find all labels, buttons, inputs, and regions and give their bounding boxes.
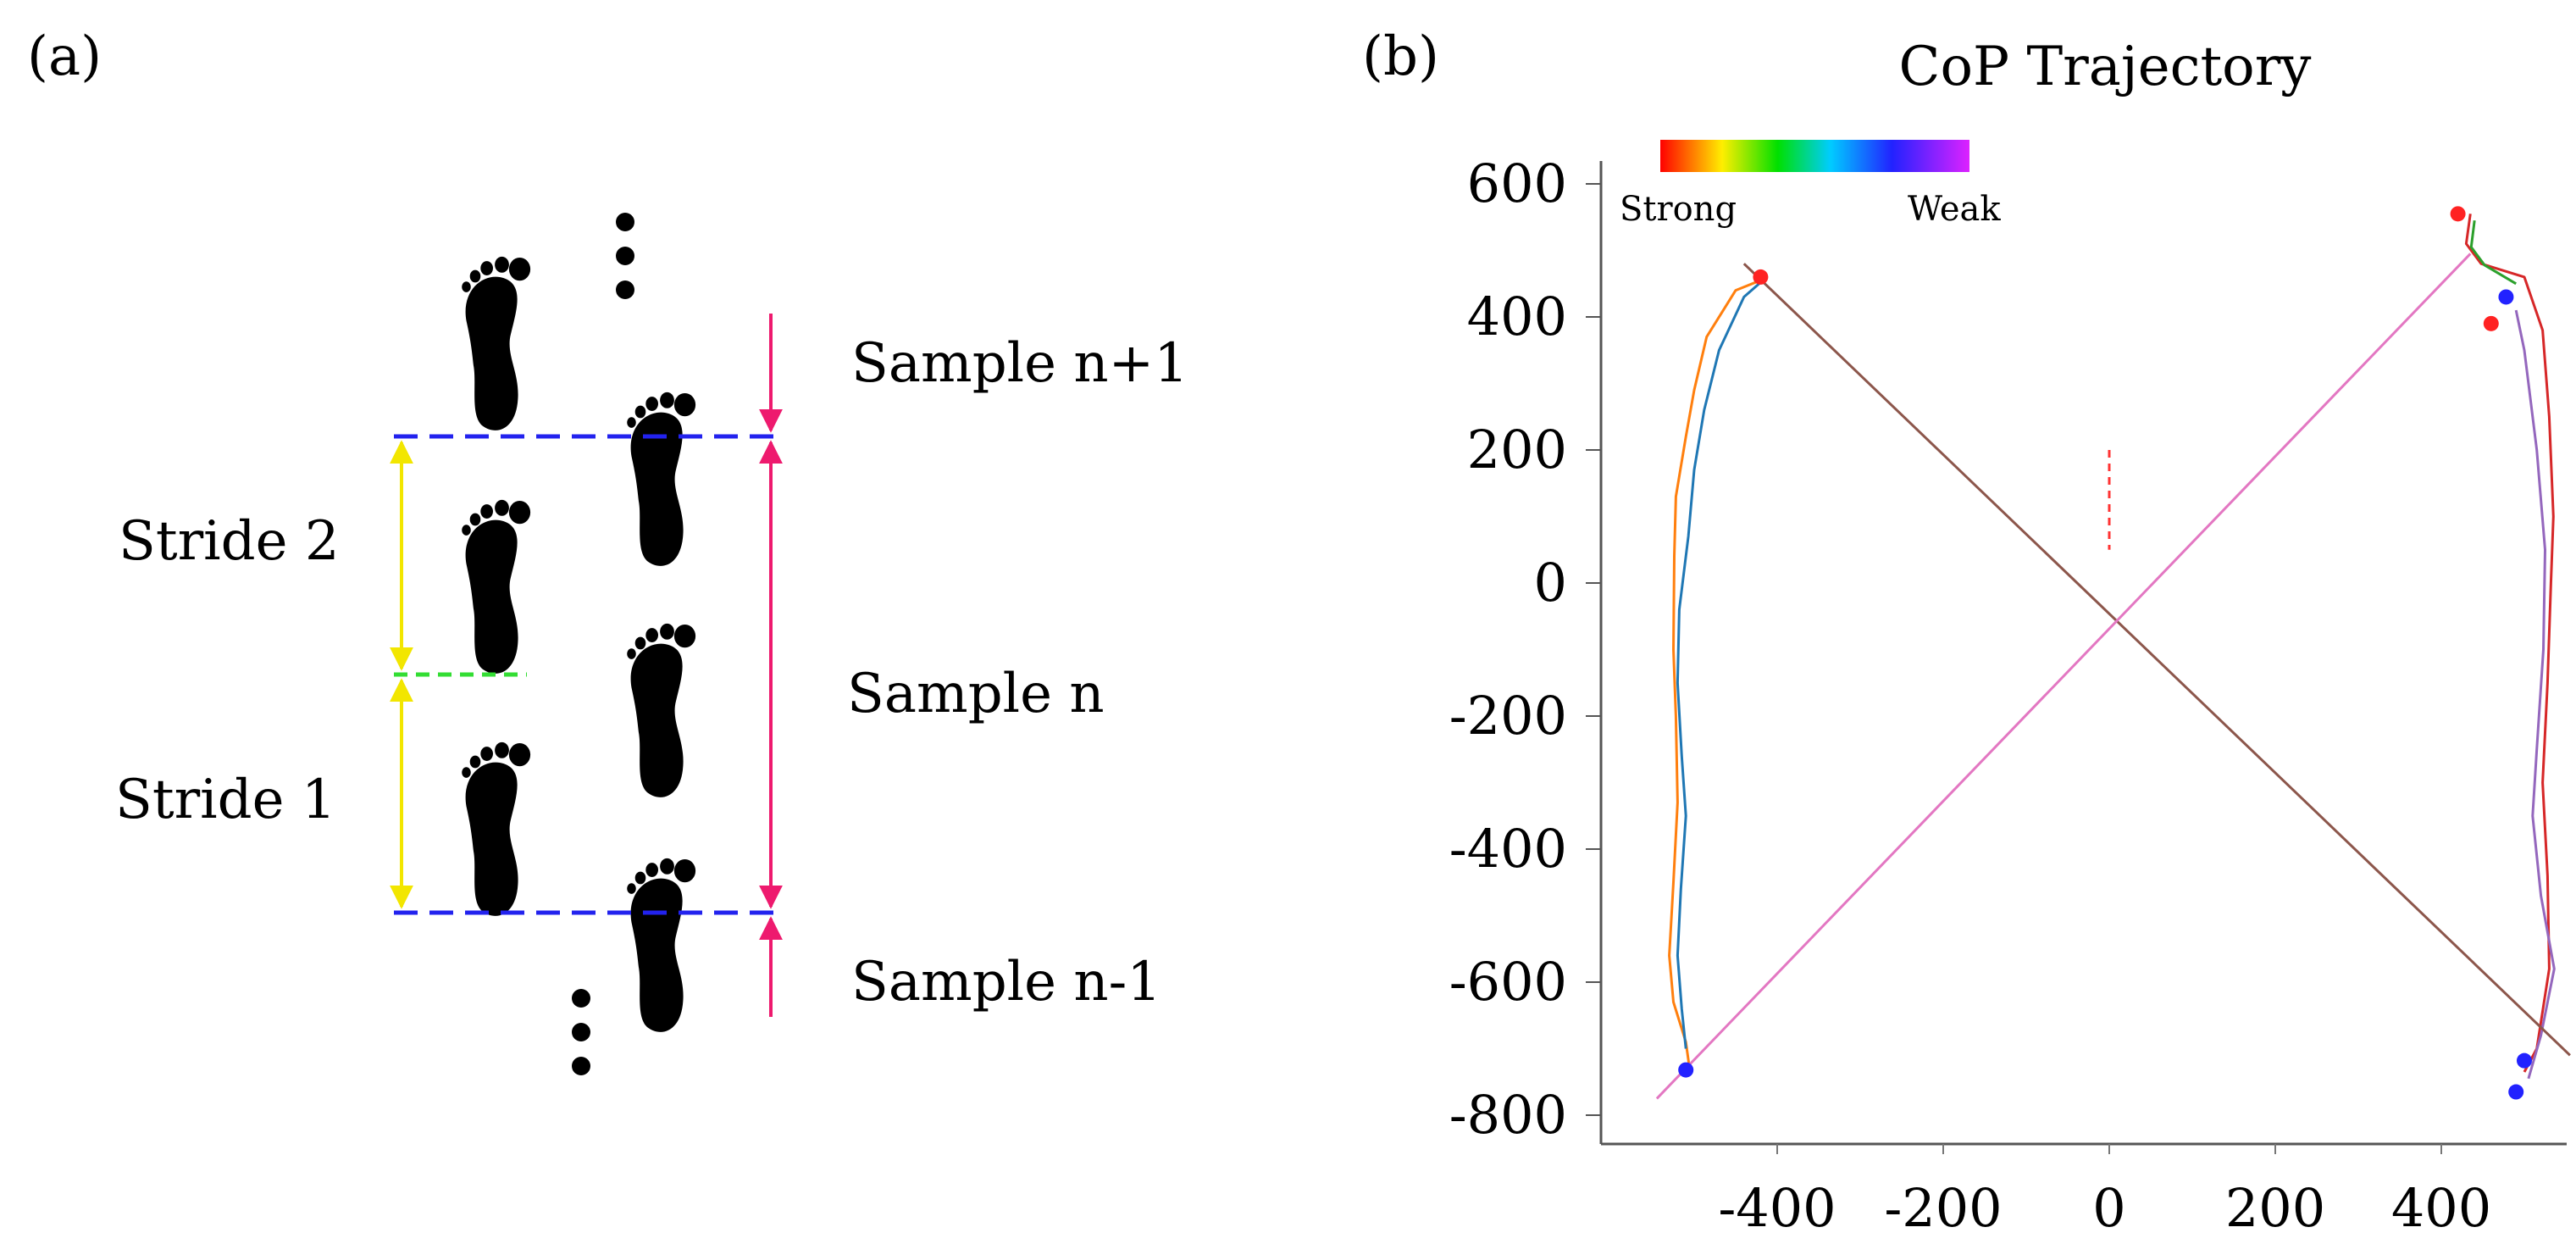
series-line-2 [2464, 214, 2555, 1073]
marker-point-0 [1753, 269, 1769, 285]
series-line-6 [1655, 253, 2472, 1100]
sample-n-plus-1-label: Sample n+1 [851, 332, 1188, 395]
footprint-icon [627, 391, 696, 566]
sample-n-minus-1-label: Sample n-1 [851, 951, 1161, 1013]
panel-b: (b) CoP Trajectory Strong Weak 600 400 200… [1362, 25, 2571, 1239]
x-tick-labels: -400 -200 0 200 400 [1718, 1144, 2491, 1239]
series-line-3 [2469, 220, 2517, 286]
footprint-icon [462, 741, 531, 916]
y-tick-label: 600 [1467, 153, 1567, 214]
series-line-1 [1676, 281, 1762, 1049]
marker-point-3 [2498, 289, 2514, 305]
footprint-icon [462, 256, 531, 430]
x-tick-label: 0 [2092, 1177, 2125, 1239]
x-tick-label: -200 [1884, 1177, 2002, 1239]
panel-a-label: (a) [27, 25, 102, 88]
marker-point-5 [2517, 1052, 2532, 1069]
panel-b-label: (b) [1362, 25, 1439, 88]
stride-1-label: Stride 1 [115, 769, 336, 831]
x-tick-label: 200 [2225, 1177, 2325, 1239]
series-line-0 [1668, 279, 1761, 1073]
colorbar-strong-label: Strong [1620, 190, 1737, 229]
trajectory-series [1655, 214, 2571, 1100]
y-tick-labels: 600 400 200 0 -200 -400 -600 -800 [1449, 153, 1601, 1146]
footprint-icon [627, 858, 696, 1032]
y-tick-label: 400 [1467, 286, 1567, 347]
footprint-icon [627, 623, 696, 797]
sample-n-label: Sample n [847, 663, 1105, 725]
colorbar [1660, 140, 1969, 172]
series-line-4 [2514, 309, 2556, 1080]
footprint-icon [462, 499, 531, 674]
y-tick-label: 200 [1467, 419, 1567, 480]
y-tick-label: -400 [1449, 818, 1567, 880]
y-tick-label: -200 [1449, 685, 1567, 747]
continuation-dots-top [616, 213, 634, 299]
marker-point-2 [2483, 315, 2499, 331]
trajectory-markers [1678, 206, 2532, 1100]
x-tick-label: 400 [2391, 1177, 2491, 1239]
colorbar-weak-label: Weak [1908, 190, 2001, 229]
series-line-5 [1742, 263, 2571, 1057]
chart-title: CoP Trajectory [1899, 36, 2312, 98]
y-tick-label: -800 [1449, 1084, 1567, 1146]
marker-point-1 [2450, 206, 2466, 222]
y-tick-label: 0 [1534, 552, 1567, 614]
panel-a: (a) Stride 2 Stride 1 Samp [27, 25, 1188, 1075]
stride-2-label: Stride 2 [119, 510, 340, 573]
marker-point-4 [1678, 1062, 1694, 1078]
y-tick-label: -600 [1449, 951, 1567, 1013]
marker-point-6 [2508, 1084, 2524, 1100]
continuation-dots-bottom [572, 989, 590, 1075]
x-tick-label: -400 [1718, 1177, 1836, 1239]
